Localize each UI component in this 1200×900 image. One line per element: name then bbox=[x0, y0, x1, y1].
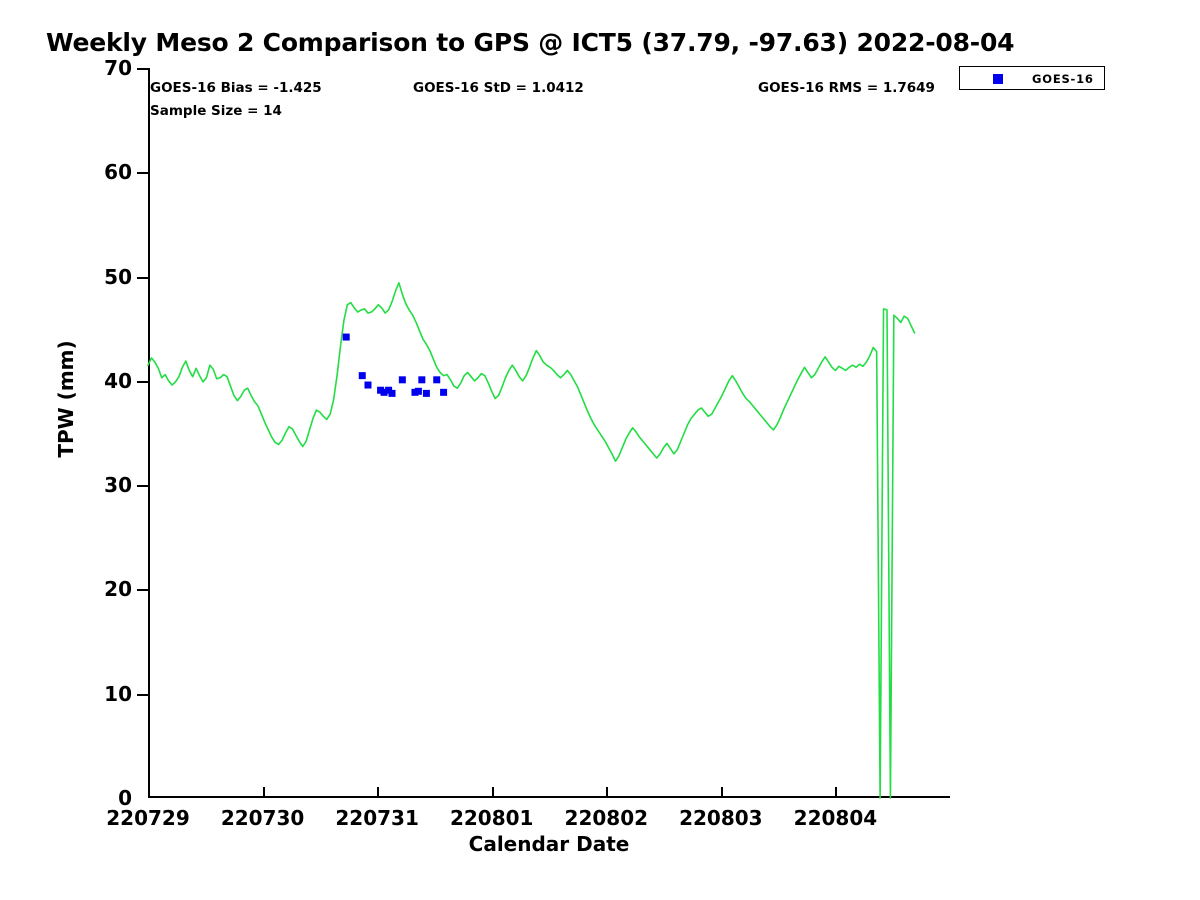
annotation-std: GOES-16 StD = 1.0412 bbox=[413, 80, 584, 96]
y-tick bbox=[137, 68, 148, 70]
goes16-marker bbox=[414, 387, 422, 395]
goes16-marker bbox=[380, 388, 388, 396]
goes16-marker bbox=[364, 381, 372, 389]
plot-area bbox=[148, 68, 950, 798]
annotation-sample: Sample Size = 14 bbox=[150, 103, 282, 119]
y-tick bbox=[137, 485, 148, 488]
goes16-marker bbox=[422, 389, 430, 397]
x-tick bbox=[491, 787, 494, 798]
goes16-marker bbox=[440, 388, 448, 396]
annotation-bias: GOES-16 Bias = -1.425 bbox=[150, 80, 322, 96]
legend-marker-goes16 bbox=[993, 74, 1003, 84]
y-tick-label: 0 bbox=[118, 786, 132, 810]
y-tick-label: 50 bbox=[104, 264, 132, 289]
x-tick-label: 220730 bbox=[220, 806, 305, 830]
y-tick-label: 70 bbox=[104, 56, 132, 80]
goes16-marker bbox=[388, 389, 396, 397]
y-tick bbox=[137, 589, 148, 592]
y-tick-label: 40 bbox=[104, 368, 132, 393]
x-axis-title: Calendar Date bbox=[468, 832, 630, 856]
page-title: Weekly Meso 2 Comparison to GPS @ ICT5 (… bbox=[46, 28, 1015, 57]
x-tick-label: 220801 bbox=[449, 806, 534, 830]
y-tick-label: 30 bbox=[104, 473, 132, 498]
x-tick bbox=[720, 787, 723, 798]
legend-label-goes16: GOES-16 bbox=[1032, 72, 1094, 86]
chart-legend: GOES-16 bbox=[959, 66, 1105, 90]
annotation-rms: GOES-16 RMS = 1.7649 bbox=[758, 80, 935, 96]
x-tick bbox=[606, 787, 609, 798]
x-tick-label: 220729 bbox=[106, 806, 190, 830]
x-tick-label: 220802 bbox=[564, 806, 649, 830]
y-tick bbox=[137, 172, 148, 175]
gps-line-path bbox=[147, 282, 916, 799]
gps-trace bbox=[147, 282, 916, 799]
goes16-marker bbox=[358, 372, 366, 380]
y-tick bbox=[137, 693, 148, 696]
x-tick bbox=[377, 787, 380, 798]
y-tick-label: 60 bbox=[104, 160, 132, 185]
goes16-marker bbox=[342, 333, 350, 341]
y-tick-label: 10 bbox=[104, 681, 132, 706]
x-tick bbox=[835, 787, 838, 798]
goes16-marker bbox=[433, 376, 441, 384]
goes16-marker bbox=[398, 376, 406, 384]
x-tick-label: 220804 bbox=[793, 806, 878, 830]
y-tick bbox=[137, 276, 148, 279]
y-tick-label: 20 bbox=[104, 577, 132, 602]
x-tick-label: 220731 bbox=[335, 806, 419, 830]
x-tick-label: 220803 bbox=[679, 806, 763, 830]
goes16-marker bbox=[418, 376, 426, 384]
x-tick bbox=[262, 787, 265, 798]
goes16-datapoints bbox=[342, 333, 448, 397]
y-tick bbox=[137, 380, 148, 383]
